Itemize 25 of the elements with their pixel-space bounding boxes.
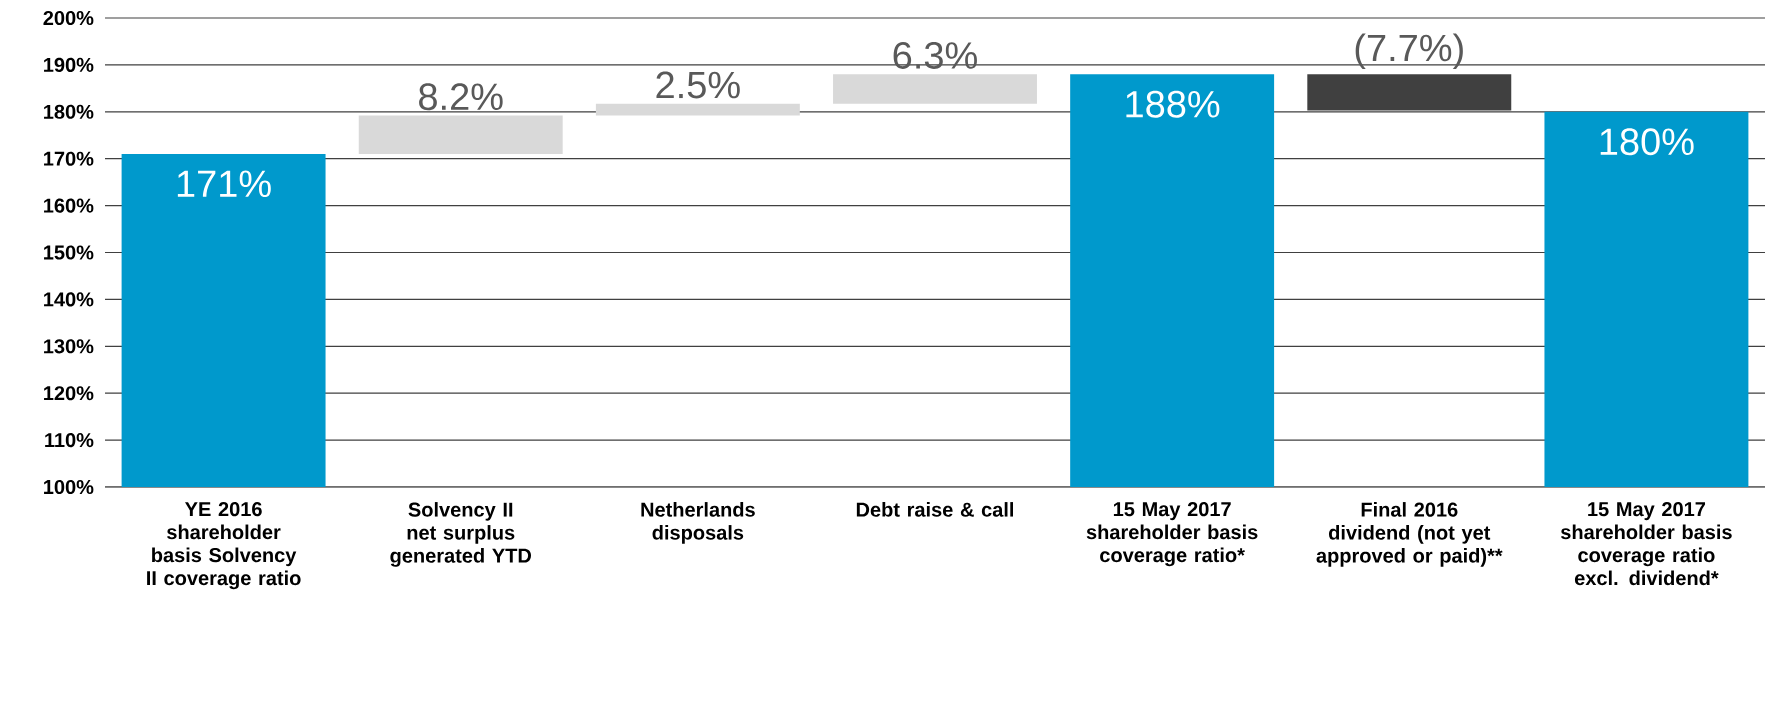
x-tick-label: 15 May 2017 shareholder basis coverage ratio excl. dividend* xyxy=(1560,502,1732,586)
y-tick-label: 100% xyxy=(44,479,94,495)
data-label: 2.5% xyxy=(656,71,740,99)
x-tick-label: Final 2016 dividend (not yet approved or paid)** xyxy=(1316,502,1503,567)
x-tick-label: Netherlands disposals xyxy=(641,502,755,544)
x-tick-label: YE 2016 shareholder basis Solvency II coverage ratio xyxy=(147,502,301,590)
data-label: 8.2% xyxy=(419,83,503,111)
y-tick-label: 120% xyxy=(44,386,94,401)
x-tick-label: Solvency II net surplus generated YTD xyxy=(390,502,532,567)
y-tick-label: 170% xyxy=(44,151,94,166)
y-tick-label: 180% xyxy=(44,104,94,119)
y-tick-label: 140% xyxy=(44,292,94,307)
data-label: 188% xyxy=(1126,90,1220,118)
y-tick-label: 150% xyxy=(44,245,94,260)
y-tick-label: 160% xyxy=(44,198,94,213)
x-tick-label: 15 May 2017 shareholder basis coverage ratio* xyxy=(1086,502,1258,567)
data-label: 171% xyxy=(177,170,271,198)
y-tick-label: 200% xyxy=(43,10,94,26)
y-tick-label: 130% xyxy=(44,339,94,354)
data-label: (7.7%) xyxy=(1355,33,1463,69)
data-label: 180% xyxy=(1600,128,1694,156)
y-tick-label: 110% xyxy=(45,433,94,448)
y-tick-label: 190% xyxy=(44,57,94,72)
x-tick-label: Debt raise & call xyxy=(856,502,1014,517)
data-label: 6.3% xyxy=(893,41,977,69)
